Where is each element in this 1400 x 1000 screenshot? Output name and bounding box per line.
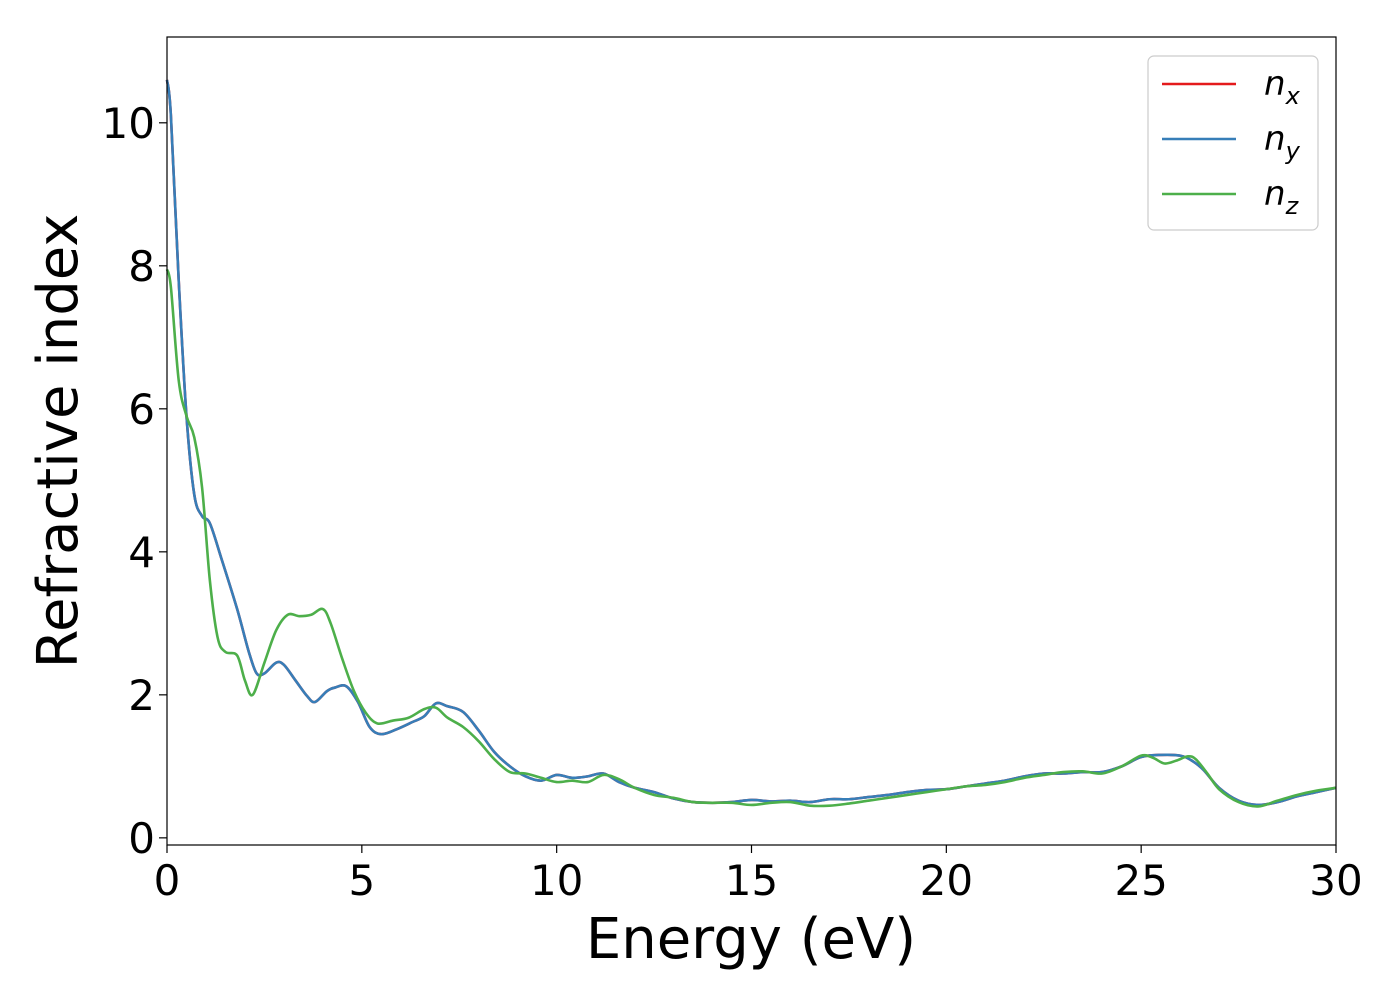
x-tick-label: 25 [1114,856,1167,905]
legend-label-nx: nx [1264,64,1301,110]
x-tick-label: 5 [348,856,375,905]
series-line-nz [165,269,1337,808]
legend-label-ny: ny [1264,119,1301,165]
series-layer [165,79,1337,808]
x-tick-label: 20 [920,856,973,905]
y-tick-label: 6 [128,385,155,434]
y-tick-label: 10 [102,99,155,148]
y-axis-title: Refractive index [26,214,91,669]
x-tick-label: 15 [725,856,778,905]
x-tick-label: 30 [1309,856,1362,905]
x-tick-label: 10 [530,856,583,905]
legend-box [1147,55,1319,231]
legend-label-nz: nz [1264,174,1300,220]
x-axis-title: Energy (eV) [586,907,916,972]
y-axis: 0 2 4 6 8 10 [102,99,167,863]
y-tick-label: 8 [128,242,155,291]
y-tick-label: 4 [128,528,155,577]
y-tick-label: 2 [128,671,155,720]
legend: nx ny nz [1147,55,1319,231]
x-tick-label: 0 [154,856,181,905]
x-axis: 0 5 10 15 20 25 30 [154,845,1363,905]
y-tick-label: 0 [128,814,155,863]
